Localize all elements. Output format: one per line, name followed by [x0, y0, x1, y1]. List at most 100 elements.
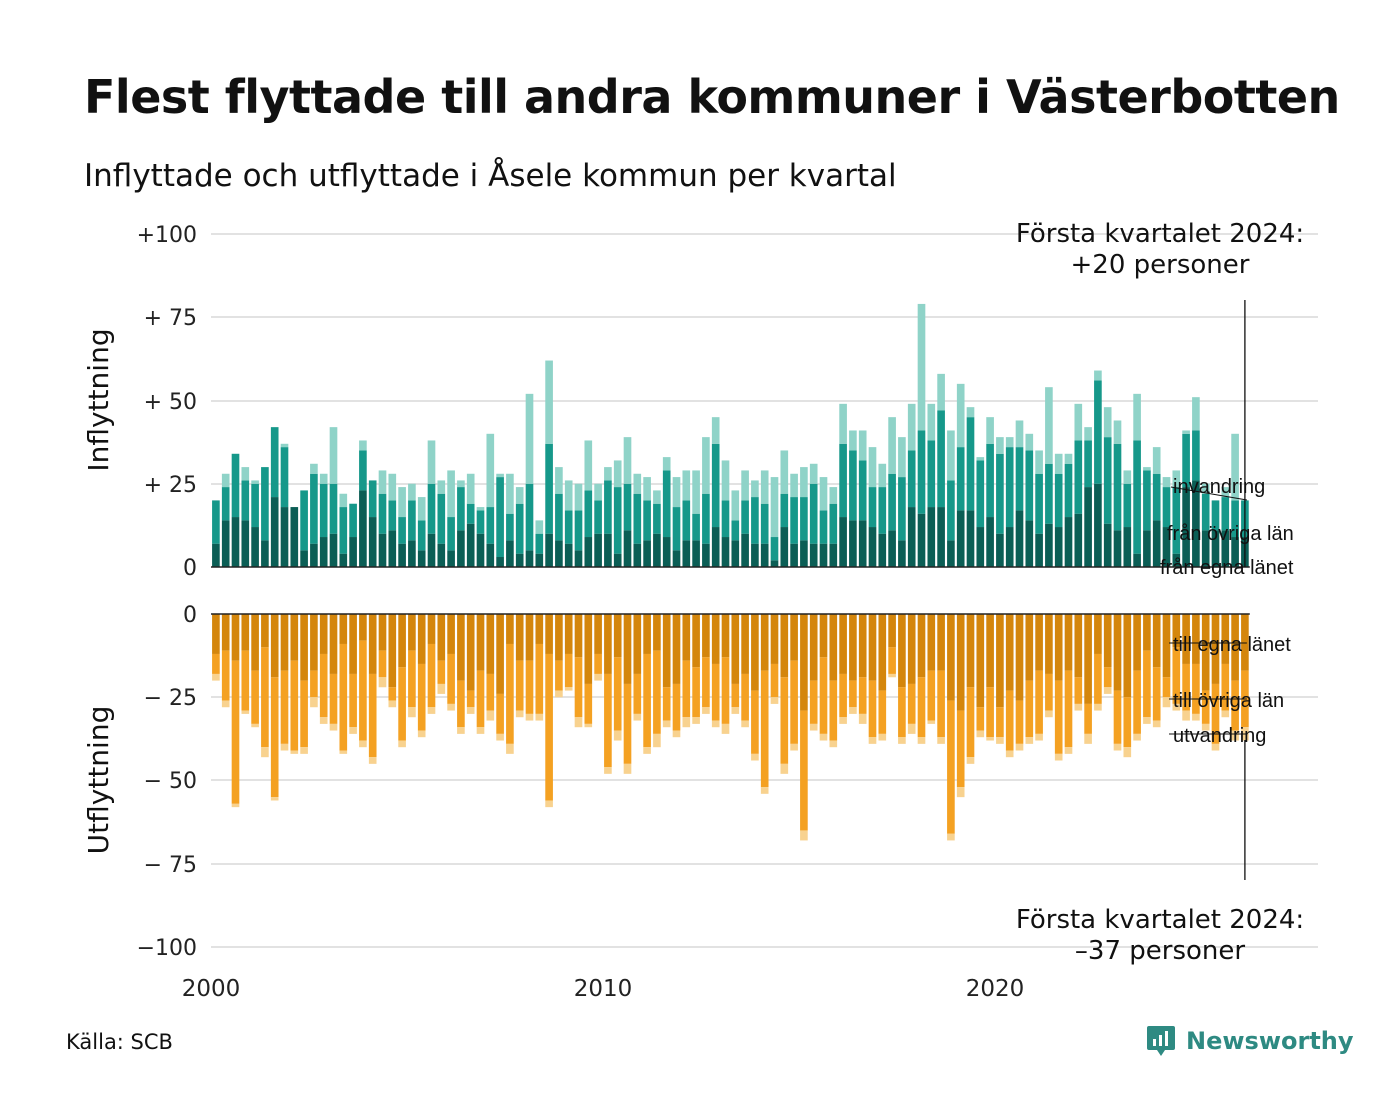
- inflow-bar-ovriga: [1152, 473, 1161, 521]
- inflow-bar-ovriga: [760, 503, 769, 544]
- inflow-bar-egna: [339, 553, 348, 567]
- outflow-bar-egna: [1133, 614, 1141, 671]
- inflow-bar-egna: [741, 533, 749, 567]
- outflow-bar-ovriga: [280, 670, 289, 744]
- outflow-bar-egna: [1211, 614, 1220, 684]
- inflow-bar-egna: [868, 527, 877, 567]
- outflow-bar-utvandring: [359, 740, 367, 748]
- outflow-bar-utvandring: [261, 747, 269, 758]
- inflow-bar-egna: [1094, 483, 1102, 567]
- inflow-bar-ovriga: [819, 510, 828, 544]
- outflow-bar-ovriga: [751, 690, 759, 754]
- outflow-bar-egna: [1241, 614, 1249, 671]
- outflow-bar-utvandring: [751, 753, 759, 761]
- top-ytick-label: 0: [183, 556, 197, 581]
- outflow-bar-egna: [682, 614, 691, 661]
- outflow-bar-egna: [1231, 614, 1239, 681]
- outflow-bar-egna: [868, 614, 877, 681]
- outflow-bar-ovriga: [1143, 650, 1151, 718]
- outflow-bar-ovriga: [359, 640, 367, 741]
- inflow-bar-ovriga: [329, 483, 338, 534]
- inflow-bar-egna: [692, 540, 700, 567]
- outflow-bar-ovriga: [1123, 697, 1132, 748]
- inflow-bar-ovriga: [349, 503, 357, 538]
- outflow-bar-ovriga: [613, 657, 622, 731]
- outflow-bar-utvandring: [1162, 697, 1171, 708]
- inflow-bar-egna: [594, 533, 602, 567]
- inflow-bar-invandring: [898, 437, 906, 478]
- inflow-bar-ovriga: [574, 510, 583, 551]
- inflow-bar-invandring: [907, 403, 916, 451]
- label-till-egna-lanet: till egna länet: [1173, 634, 1291, 656]
- outflow-bar-egna: [1192, 614, 1200, 664]
- inflow-bar-invandring: [868, 447, 877, 488]
- inflow-bar-egna: [1182, 487, 1190, 567]
- inflow-bar-egna: [525, 550, 534, 567]
- outflow-bar-egna: [1035, 614, 1043, 671]
- inflow-bar-egna: [996, 533, 1004, 567]
- outflow-bar-egna: [986, 614, 994, 688]
- outflow-bar-utvandring: [878, 733, 887, 741]
- inflow-bar-ovriga: [408, 500, 416, 541]
- inflow-bar-ovriga: [790, 497, 798, 544]
- inflow-bar-egna: [711, 527, 720, 567]
- leader-invandring: [1170, 486, 1247, 501]
- outflow-bar-utvandring: [809, 723, 818, 731]
- inflow-bar-ovriga: [1123, 483, 1132, 528]
- inflow-bar-invandring: [506, 473, 514, 514]
- inflow-bar-egna: [1211, 530, 1220, 567]
- outflow-bar-egna: [555, 614, 563, 661]
- inflow-bar-egna: [780, 527, 789, 567]
- inflow-bar-invandring: [221, 473, 230, 488]
- outflow-bar-utvandring: [447, 703, 455, 711]
- outflow-bar-utvandring: [1074, 703, 1083, 711]
- inflow-bar-egna: [1172, 553, 1181, 567]
- outflow-bar-ovriga: [545, 653, 553, 801]
- outflow-bar-egna: [417, 614, 426, 664]
- inflow-bar-ovriga: [251, 483, 259, 528]
- outflow-bar-utvandring: [476, 727, 485, 734]
- outflow-bar-egna: [270, 614, 279, 678]
- inflow-bar-egna: [398, 543, 406, 567]
- inflow-bar-invandring: [917, 303, 926, 431]
- inflow-bar-invandring: [437, 480, 446, 494]
- inflow-bar-egna: [545, 533, 553, 567]
- inflow-bar-ovriga: [849, 450, 857, 521]
- outflow-bar-egna: [760, 614, 769, 671]
- outflow-bar-egna: [349, 614, 357, 674]
- outflow-bar-utvandring: [1113, 743, 1122, 751]
- outflow-bar-utvandring: [907, 723, 916, 734]
- inflow-bar-egna: [907, 507, 916, 567]
- outflow-bars: [212, 614, 1249, 841]
- outflow-bar-utvandring: [1221, 710, 1230, 718]
- outflow-bar-egna: [947, 614, 955, 701]
- outflow-bar-egna: [1123, 614, 1132, 698]
- bottom-ytick-label: − 25: [144, 686, 197, 711]
- outflow-bar-ovriga: [212, 653, 220, 674]
- outflow-bar-ovriga: [584, 683, 593, 724]
- outflow-bar-ovriga: [310, 670, 318, 698]
- outflow-bar-egna: [241, 614, 250, 651]
- inflow-bar-invandring: [643, 477, 651, 501]
- inflow-bar-ovriga: [398, 517, 406, 544]
- inflow-bar-ovriga: [888, 473, 896, 531]
- inflow-bar-ovriga: [1025, 450, 1034, 521]
- outflow-bar-egna: [564, 614, 573, 654]
- outflow-bar-ovriga: [633, 673, 642, 714]
- inflow-bar-invandring: [1103, 407, 1112, 438]
- inflow-bar-ovriga: [702, 493, 710, 544]
- outflow-bar-egna: [672, 614, 681, 684]
- inflow-bar-egna: [662, 537, 671, 567]
- inflow-bar-ovriga: [711, 443, 720, 528]
- outflow-bar-egna: [388, 614, 397, 688]
- outflow-bar-utvandring: [574, 717, 583, 728]
- outflow-bar-utvandring: [555, 690, 563, 698]
- outflow-bar-egna: [378, 614, 387, 651]
- inflow-bar-egna: [457, 530, 465, 567]
- top-ytick-label: +100: [137, 223, 197, 248]
- inflow-bar-egna: [1045, 523, 1053, 567]
- inflow-bar-invandring: [653, 490, 661, 504]
- outflow-bar-utvandring: [457, 727, 465, 734]
- inflow-bar-egna: [535, 553, 544, 567]
- inflow-bar-ovriga: [437, 493, 446, 544]
